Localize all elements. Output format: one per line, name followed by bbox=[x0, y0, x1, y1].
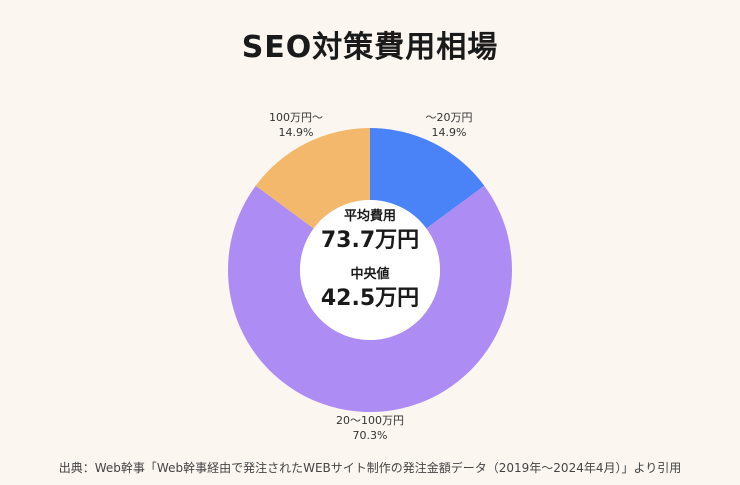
donut-center: 平均費用 73.7万円 中央値 42.5万円 bbox=[300, 208, 440, 324]
median-value: 42.5万円 bbox=[320, 286, 420, 311]
slice-label-text: 100万円〜 bbox=[269, 111, 323, 124]
slice-label-under-20: 〜20万円 14.9% bbox=[426, 110, 473, 140]
slice-label-percent: 70.3% bbox=[352, 429, 388, 442]
donut-slice-2 bbox=[255, 128, 370, 229]
slice-label-text: 20〜100万円 bbox=[336, 414, 404, 427]
slice-label-text: 〜20万円 bbox=[425, 111, 473, 124]
slice-label-percent: 14.9% bbox=[431, 126, 467, 139]
slice-label-percent: 14.9% bbox=[278, 126, 314, 139]
donut-slice-0 bbox=[370, 128, 485, 229]
slice-label-20-to-100: 20〜100万円 70.3% bbox=[336, 413, 404, 443]
median-caption: 中央値 bbox=[350, 267, 390, 282]
slice-label-over-100: 100万円〜 14.9% bbox=[269, 110, 323, 140]
source-note: 出典：Web幹事「Web幹事経由で発注されたWEBサイト制作の発注金額データ（2… bbox=[58, 461, 682, 475]
average-caption: 平均費用 bbox=[343, 209, 396, 224]
donut-hole bbox=[300, 200, 440, 340]
donut-slice-1 bbox=[227, 185, 512, 412]
chart-title: SEO対策費用相場 bbox=[241, 30, 499, 65]
average-value: 73.7万円 bbox=[320, 228, 420, 253]
